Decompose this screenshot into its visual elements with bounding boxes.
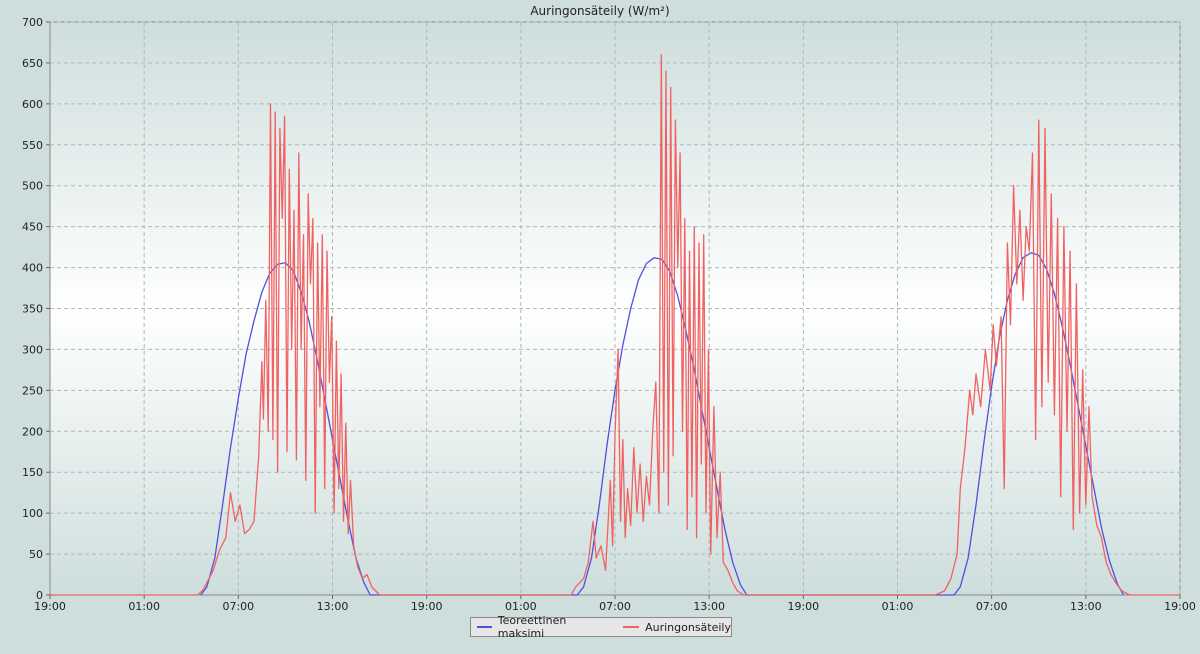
axes: 0 50 100 150 200 250 300 350 400 450 500 550 600 650 7…: [22, 16, 1196, 613]
legend-item-radiation: Auringonsäteily: [623, 621, 731, 634]
y-tick-label: 650: [22, 57, 43, 70]
y-tick-label: 200: [22, 425, 43, 438]
x-tick-label: 19:00: [34, 600, 66, 613]
series-line-radiation: [50, 54, 1180, 596]
x-tick-label: 13:00: [693, 600, 725, 613]
y-tick-label: 700: [22, 16, 43, 29]
y-tick-label: 500: [22, 180, 43, 193]
x-tick-label: 13:00: [317, 600, 349, 613]
x-tick-label: 01:00: [128, 600, 160, 613]
legend-swatch-theoretical: [477, 626, 492, 628]
y-tick-label: 300: [22, 343, 43, 356]
y-tick-label: 100: [22, 507, 43, 520]
x-tick-label: 13:00: [1070, 600, 1102, 613]
x-tick-label: 19:00: [787, 600, 819, 613]
x-tick-label: 01:00: [505, 600, 537, 613]
y-tick-label: 50: [29, 548, 43, 561]
legend-label-theoretical: Teoreettinen maksimi: [497, 614, 567, 640]
legend: Teoreettinen maksimi Auringonsäteily: [470, 614, 732, 640]
x-tick-label: 19:00: [1164, 600, 1196, 613]
y-tick-label: 400: [22, 262, 43, 275]
series-group: [50, 54, 1180, 596]
y-tick-label: 550: [22, 139, 43, 152]
legend-label-radiation: Auringonsäteily: [645, 620, 731, 634]
y-tick-label: 150: [22, 466, 43, 479]
x-tick-label: 07:00: [222, 600, 254, 613]
x-tick-label: 07:00: [976, 600, 1008, 613]
x-tick-label: 19:00: [411, 600, 443, 613]
y-tick-label: 350: [22, 303, 43, 316]
x-tick-label: 01:00: [882, 600, 914, 613]
y-tick-label: 0: [36, 589, 43, 602]
y-tick-label: 450: [22, 221, 43, 234]
legend-item-theoretical: Teoreettinen maksimi: [477, 614, 607, 640]
chart-title: Auringonsäteily (W/m²): [530, 4, 669, 18]
legend-swatch-radiation: [623, 626, 640, 628]
y-tick-label: 250: [22, 384, 43, 397]
y-tick-label: 600: [22, 98, 43, 111]
x-tick-label: 07:00: [599, 600, 631, 613]
